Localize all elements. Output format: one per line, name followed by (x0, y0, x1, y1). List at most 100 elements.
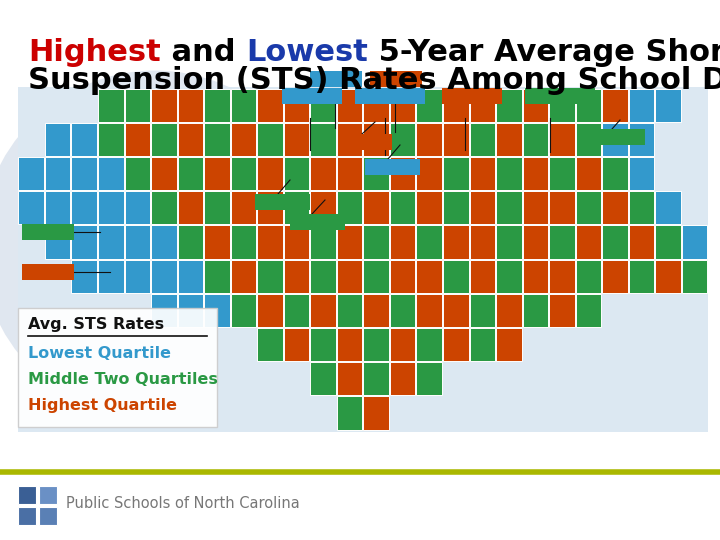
Bar (310, 362, 336, 395)
Bar (310, 71, 362, 87)
Bar (390, 157, 415, 190)
Bar (257, 225, 283, 259)
Bar (98, 191, 124, 225)
Bar (370, 71, 422, 87)
Bar (125, 157, 150, 190)
Bar (178, 157, 203, 190)
Bar (257, 123, 283, 156)
Bar (355, 88, 425, 104)
Bar (151, 191, 176, 225)
Bar (310, 294, 336, 327)
Text: Public Schools of North Carolina: Public Schools of North Carolina (66, 496, 300, 510)
Bar (257, 260, 283, 293)
Bar (496, 157, 521, 190)
Bar (230, 294, 256, 327)
Bar (549, 294, 575, 327)
Text: 5-Year Average Short-Term: 5-Year Average Short-Term (368, 38, 720, 67)
Bar (364, 191, 389, 225)
Bar (284, 123, 310, 156)
Bar (284, 260, 310, 293)
Bar (18, 87, 708, 432)
Bar (549, 260, 575, 293)
Bar (178, 225, 203, 259)
Bar (204, 225, 230, 259)
Bar (629, 123, 654, 156)
Bar (364, 225, 389, 259)
Text: Avg. STS Rates: Avg. STS Rates (28, 317, 164, 332)
Bar (602, 225, 628, 259)
Bar (71, 191, 97, 225)
Bar (22, 224, 74, 240)
Bar (230, 89, 256, 122)
Bar (151, 123, 176, 156)
Bar (523, 225, 548, 259)
Bar (337, 225, 362, 259)
Bar (576, 89, 601, 122)
Bar (602, 123, 628, 156)
Bar (416, 123, 442, 156)
Bar (443, 328, 469, 361)
Bar (230, 157, 256, 190)
Bar (178, 123, 203, 156)
Bar (204, 123, 230, 156)
Bar (178, 191, 203, 225)
Bar (257, 294, 283, 327)
Bar (416, 191, 442, 225)
Bar (416, 260, 442, 293)
Bar (469, 294, 495, 327)
Bar (602, 89, 628, 122)
Bar (22, 264, 74, 280)
Bar (469, 191, 495, 225)
Bar (257, 191, 283, 225)
Bar (125, 191, 150, 225)
Bar (151, 157, 176, 190)
Bar (71, 225, 97, 259)
Bar (98, 123, 124, 156)
Bar (416, 362, 442, 395)
Bar (151, 260, 176, 293)
Bar (523, 294, 548, 327)
Bar (364, 157, 389, 190)
Bar (125, 89, 150, 122)
Bar (390, 123, 415, 156)
Text: Lowest: Lowest (246, 38, 368, 67)
Bar (364, 294, 389, 327)
Bar (523, 191, 548, 225)
Bar (337, 89, 362, 122)
Bar (18, 507, 36, 525)
Bar (576, 191, 601, 225)
Bar (469, 225, 495, 259)
Bar (364, 89, 389, 122)
Bar (151, 89, 176, 122)
Bar (442, 88, 502, 104)
Bar (523, 123, 548, 156)
Bar (602, 191, 628, 225)
Bar (45, 157, 71, 190)
Bar (18, 486, 36, 504)
Bar (178, 89, 203, 122)
Bar (629, 260, 654, 293)
Bar (655, 191, 681, 225)
Bar (629, 89, 654, 122)
Bar (364, 123, 389, 156)
Text: Highest: Highest (28, 38, 161, 67)
Bar (39, 507, 57, 525)
Bar (629, 225, 654, 259)
Bar (469, 123, 495, 156)
Bar (204, 191, 230, 225)
Bar (337, 362, 362, 395)
Bar (230, 191, 256, 225)
Bar (337, 328, 362, 361)
Bar (310, 89, 336, 122)
Bar (310, 328, 336, 361)
Bar (71, 123, 97, 156)
Bar (340, 134, 392, 150)
Bar (284, 89, 310, 122)
Text: Suspension (STS) Rates Among School Districts: Suspension (STS) Rates Among School Dist… (28, 66, 720, 95)
Text: and: and (161, 38, 246, 67)
Bar (204, 260, 230, 293)
Bar (71, 157, 97, 190)
Bar (590, 129, 645, 145)
Bar (443, 123, 469, 156)
Bar (71, 260, 97, 293)
